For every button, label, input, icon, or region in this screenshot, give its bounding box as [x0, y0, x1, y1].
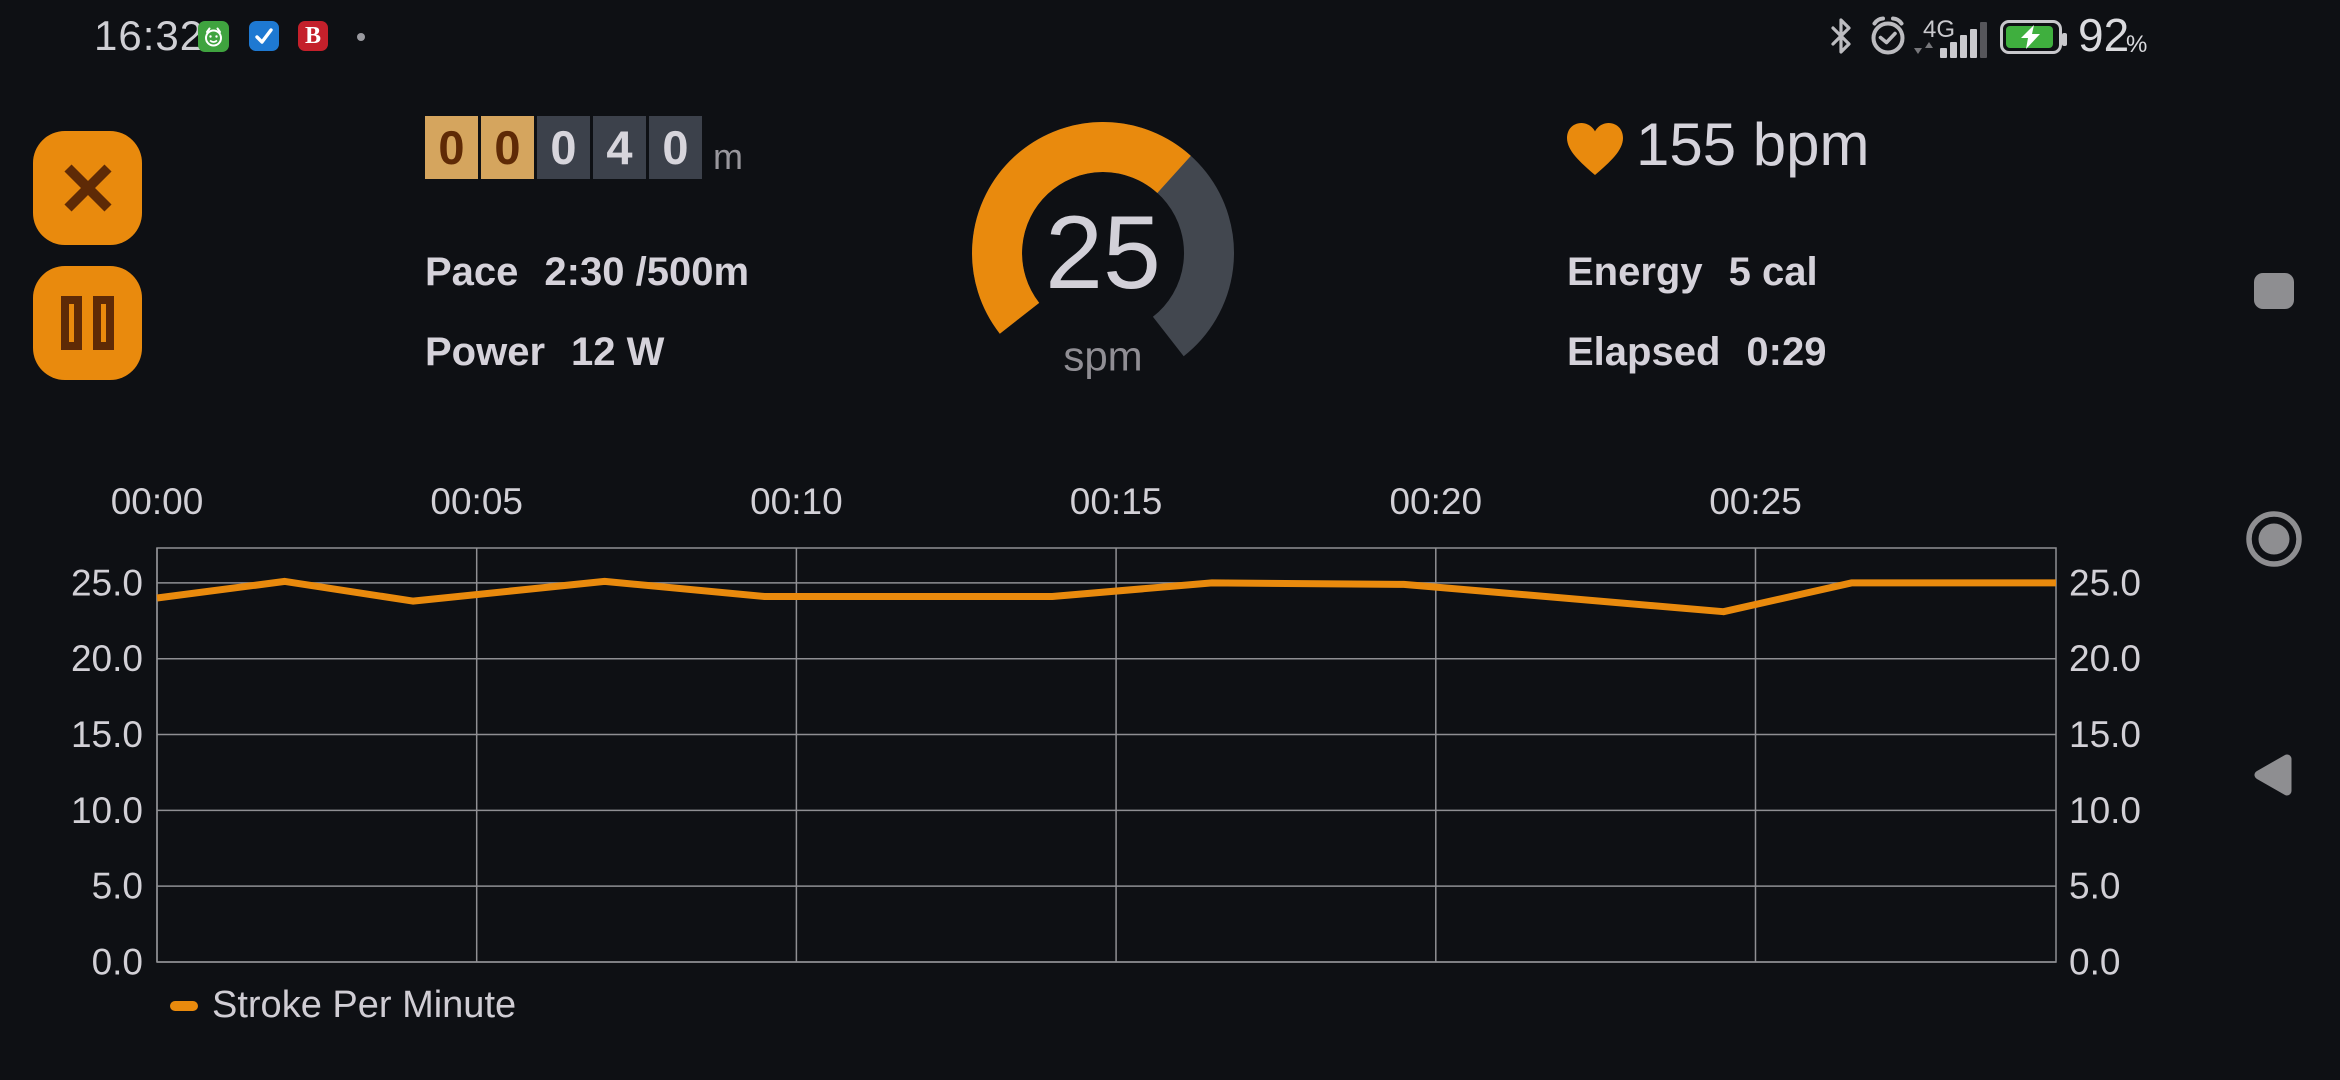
x-tick-label: 00:10	[750, 481, 843, 522]
power-label: Power	[425, 330, 546, 374]
close-button[interactable]	[33, 131, 142, 245]
energy-row: Energy 5 cal	[1567, 250, 1818, 295]
legend-label: Stroke Per Minute	[212, 984, 517, 1026]
pace-label: Pace	[425, 250, 519, 294]
nav-back-button[interactable]	[2248, 752, 2294, 798]
check-app-icon	[249, 21, 279, 51]
odometer-digit: 0	[649, 116, 702, 179]
gauge-value-arc	[972, 122, 1191, 334]
power-row: Power 12 W	[425, 330, 664, 375]
y-tick-label-left: 10.0	[71, 790, 143, 831]
data-activity-arrows-icon	[1913, 41, 1935, 55]
y-tick-label-left: 25.0	[71, 562, 143, 603]
back-triangle-icon	[2254, 754, 2292, 796]
heart-icon	[1563, 119, 1627, 177]
legend-dash-icon	[170, 1000, 198, 1011]
stroke-rate-chart: 00:00 00:05 00:10 00:15 00:20 00:25 0.0 0.0 5.0 5…	[0, 470, 2340, 1050]
y-tick-label-right: 10.0	[2069, 790, 2141, 831]
energy-label: Energy	[1567, 250, 1703, 294]
y-tick-label-right: 0.0	[2069, 942, 2120, 983]
battery-percent: 92	[2078, 9, 2130, 61]
alarm-clock-icon	[1866, 14, 1910, 58]
odometer-digit: 0	[425, 116, 478, 179]
checkmark-glyph	[255, 28, 273, 44]
pace-value: 2:30 /500m	[544, 250, 750, 294]
y-tick-label-right: 15.0	[2069, 714, 2141, 755]
battery-percent-sign: %	[2126, 31, 2148, 58]
gauge-unit-text: spm	[1063, 333, 1142, 380]
y-tick-label-right: 25.0	[2069, 562, 2141, 603]
charging-bolt-icon	[2021, 25, 2040, 49]
b-app-letter: B	[304, 22, 321, 49]
odometer-digit: 4	[593, 116, 646, 179]
elapsed-value: 0:29	[1746, 330, 1827, 374]
x-tick-label: 00:20	[1389, 481, 1482, 522]
pause-icon	[61, 296, 114, 350]
y-tick-label-left: 0.0	[92, 942, 143, 983]
power-value: 12 W	[571, 330, 665, 374]
y-tick-label-right: 5.0	[2069, 866, 2120, 907]
x-tick-label: 00:15	[1070, 481, 1163, 522]
notification-overflow-dot	[357, 33, 365, 41]
y-tick-label-left: 5.0	[92, 866, 143, 907]
series-line	[156, 577, 2056, 616]
network-type-label: 4G	[1923, 16, 1956, 43]
y-tick-label-right: 20.0	[2069, 638, 2141, 679]
x-tick-label: 00:00	[111, 481, 204, 522]
status-time: 16:32	[94, 12, 205, 59]
y-tick-label-left: 20.0	[71, 638, 143, 679]
pause-button[interactable]	[33, 266, 142, 380]
close-icon	[63, 164, 112, 212]
distance-unit: m	[713, 136, 743, 177]
heart-rate-value: 155 bpm	[1636, 111, 1870, 178]
stroke-rate-gauge: 25 spm	[968, 116, 1238, 406]
elapsed-row: Elapsed 0:29	[1567, 330, 1826, 375]
battery-charging-icon	[2000, 20, 2067, 54]
gauge-value-text: 25	[1045, 195, 1161, 311]
b-app-icon: B	[298, 21, 328, 51]
odometer-digit: 0	[537, 116, 590, 179]
battery-nub	[2062, 33, 2067, 46]
signal-strength-icon	[1940, 22, 1987, 58]
bluetooth-icon	[1828, 16, 1854, 56]
x-tick-label: 00:25	[1709, 481, 1802, 522]
chart-legend: Stroke Per Minute	[170, 984, 516, 1027]
robot-face-glyph	[205, 27, 222, 47]
nav-home-button[interactable]	[2242, 507, 2306, 571]
android-app-icon	[198, 21, 229, 52]
odometer-digit: 0	[481, 116, 534, 179]
energy-value: 5 cal	[1728, 250, 1818, 294]
y-tick-label-left: 15.0	[71, 714, 143, 755]
pace-row: Pace 2:30 /500m	[425, 250, 749, 295]
elapsed-label: Elapsed	[1567, 330, 1721, 374]
recents-square-icon	[2254, 273, 2294, 309]
nav-recents-button[interactable]	[2253, 272, 2295, 310]
home-circle-icon	[2246, 511, 2302, 567]
x-tick-label: 00:05	[430, 481, 523, 522]
plot-border	[156, 547, 2057, 963]
